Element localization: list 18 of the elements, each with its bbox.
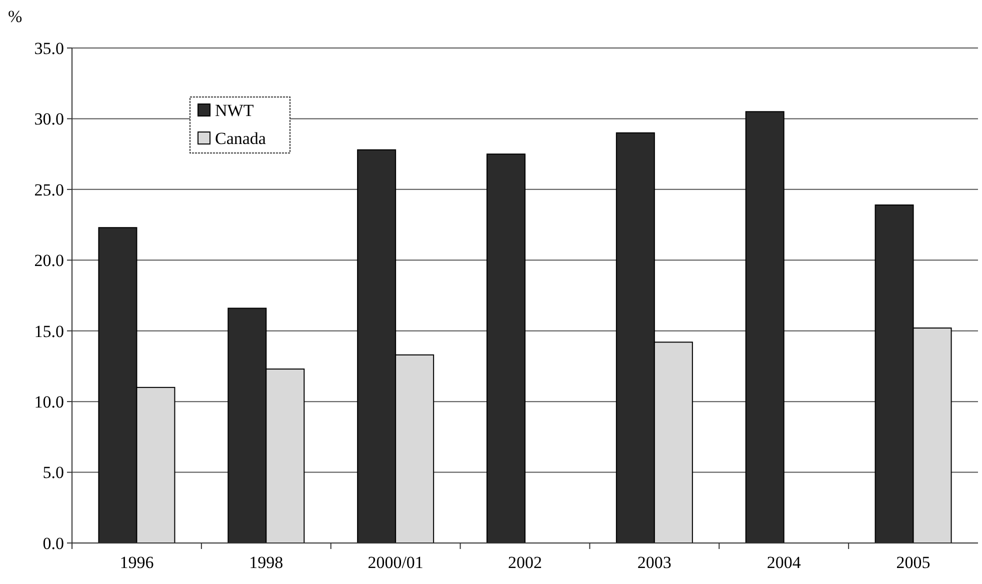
y-tick-label: 25.0 (34, 180, 64, 200)
x-tick-label: 1996 (120, 553, 154, 572)
y-tick-label: 0.0 (42, 534, 64, 553)
x-tick-label: 2000/01 (368, 553, 424, 572)
y-tick-label: 5.0 (42, 463, 64, 482)
y-tick-label: 10.0 (34, 392, 64, 412)
x-tick-label: 2002 (508, 553, 542, 572)
legend-label: Canada (215, 128, 266, 148)
x-tick-label: 2005 (896, 553, 930, 572)
y-tick-label: 20.0 (34, 251, 64, 270)
y-tick-label: 35.0 (34, 38, 64, 58)
x-tick-label: 2004 (766, 553, 802, 572)
legend-label: NWT (215, 100, 254, 120)
y-tick-label: 30.0 (34, 110, 64, 129)
x-tick-label: 2003 (637, 553, 672, 572)
x-tick-label: 1998 (249, 553, 284, 572)
y-axis-title: % (8, 7, 22, 26)
y-tick-label: 15.0 (34, 322, 64, 341)
